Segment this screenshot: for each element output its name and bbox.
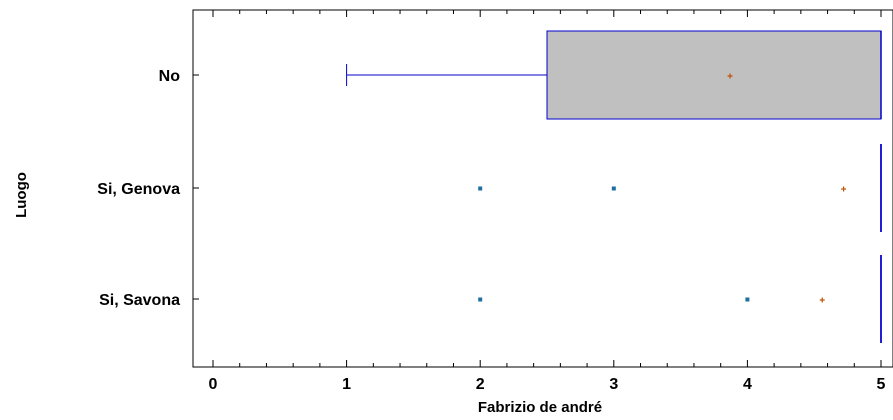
x-tick-label: 5 xyxy=(877,376,886,393)
box-group xyxy=(478,255,882,343)
category-label: Si, Savona xyxy=(99,292,180,309)
outlier-point xyxy=(478,297,483,302)
category-label: No xyxy=(159,68,181,85)
x-tick-label: 1 xyxy=(342,376,351,393)
x-axis-label: Fabrizio de andré xyxy=(478,399,602,416)
x-tick-label: 0 xyxy=(209,376,218,393)
outlier-point xyxy=(745,297,750,302)
outlier-point xyxy=(478,186,483,191)
box-iqr xyxy=(546,30,882,120)
box-group xyxy=(346,30,882,120)
box-group xyxy=(478,144,882,232)
x-ticks: 0 1 2 3 4 5 xyxy=(209,10,886,393)
category-labels: No Si, Genova Si, Savona xyxy=(97,68,199,309)
x-tick-label: 2 xyxy=(476,376,485,393)
box-marks xyxy=(346,30,882,343)
x-tick-label: 3 xyxy=(609,376,618,393)
category-label: Si, Genova xyxy=(97,181,180,198)
x-tick-label: 4 xyxy=(743,376,752,393)
outlier-point xyxy=(611,186,616,191)
y-axis-label: Luogo xyxy=(13,172,30,218)
